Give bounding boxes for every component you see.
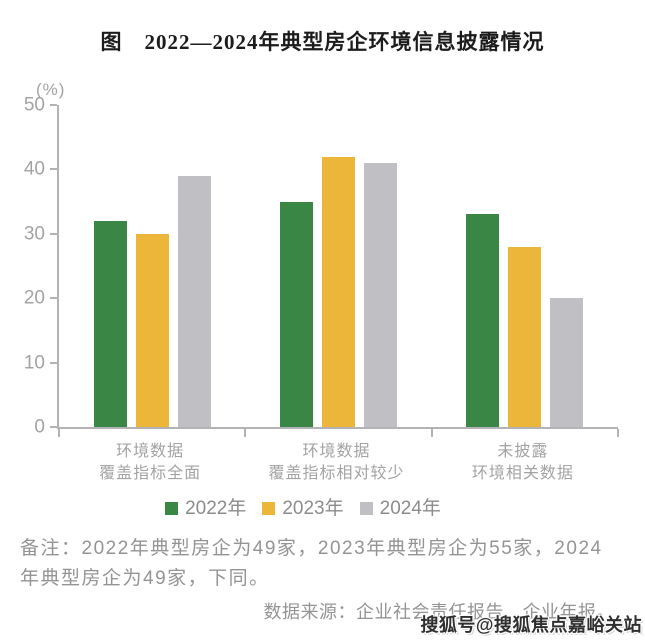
legend-label-2023: 2023年 [282, 498, 344, 519]
y-axis-tick-label: 50 [23, 94, 45, 116]
legend-swatch-2023 [262, 502, 276, 515]
bar-2022-group3 [466, 214, 500, 427]
bar-group-3 [432, 105, 618, 427]
y-axis-tick-label: 30 [23, 223, 45, 245]
data-source-text: 数据来源：企业社会责任报告、企业年报。 [263, 602, 615, 622]
y-axis-tick [50, 168, 57, 171]
bar-2024-group3 [550, 298, 584, 427]
y-axis-tick-label: 0 [34, 416, 45, 438]
y-axis-tick [50, 361, 57, 364]
legend-label-2024: 2024年 [379, 498, 441, 519]
chart-title-prefix: 图 [100, 30, 123, 54]
legend: 2022年 2023年 2024年 [0, 499, 606, 518]
bar-2023-group2 [321, 156, 355, 427]
x-axis-category-labels: 环境数据 覆盖指标全面 环境数据 覆盖指标相对较少 未披露 环境相关数据 [57, 441, 616, 485]
x-axis-tick [617, 429, 619, 437]
x-axis-tick [430, 429, 433, 437]
y-axis-tick-label: 40 [23, 158, 45, 180]
y-axis-tick-label: 20 [23, 287, 45, 309]
bar-2023-group3 [508, 246, 542, 427]
y-axis-tick [50, 232, 57, 235]
bar-group-2 [245, 105, 431, 427]
legend-item-2024: 2024年 [359, 498, 441, 519]
y-axis-tick [50, 426, 57, 428]
y-axis-unit-label: (%) [36, 80, 66, 99]
x-axis-tick [244, 429, 247, 437]
category-label-2: 环境数据 覆盖指标相对较少 [268, 443, 405, 482]
legend-swatch-2024 [359, 502, 373, 515]
legend-swatch-2022 [165, 502, 179, 515]
bar-2022-group2 [279, 201, 313, 427]
legend-label-2022: 2022年 [185, 498, 247, 519]
category-label-3: 未披露 环境相关数据 [471, 443, 574, 482]
legend-item-2022: 2022年 [165, 499, 246, 518]
y-axis-tick [50, 297, 57, 300]
bar-group-1 [59, 105, 245, 427]
category-label-1: 环境数据 覆盖指标全面 [99, 443, 202, 482]
plot-area: 0 10 20 30 40 50 [24, 96, 619, 437]
chart-title-text: 2022—2024年典型房企环境信息披露情况 [144, 30, 545, 54]
x-axis-tick [58, 429, 60, 437]
y-axis-tick-label: 10 [23, 352, 45, 374]
bar-2023-group1 [135, 233, 169, 427]
legend-item-2023: 2023年 [262, 498, 344, 519]
bar-2022-group1 [93, 220, 127, 427]
remark-text: 备注：2022年典型房企为49家，2023年典型房企为55家，2024 年典型房… [20, 538, 603, 589]
y-axis-tick [50, 104, 57, 106]
watermark-text: 搜狐号@搜狐焦点嘉峪关站 [420, 615, 642, 635]
chart-title: 图 2022—2024年典型房企环境信息披露情况 [0, 26, 645, 56]
bar-2024-group2 [363, 162, 397, 427]
bar-2024-group1 [177, 175, 211, 427]
